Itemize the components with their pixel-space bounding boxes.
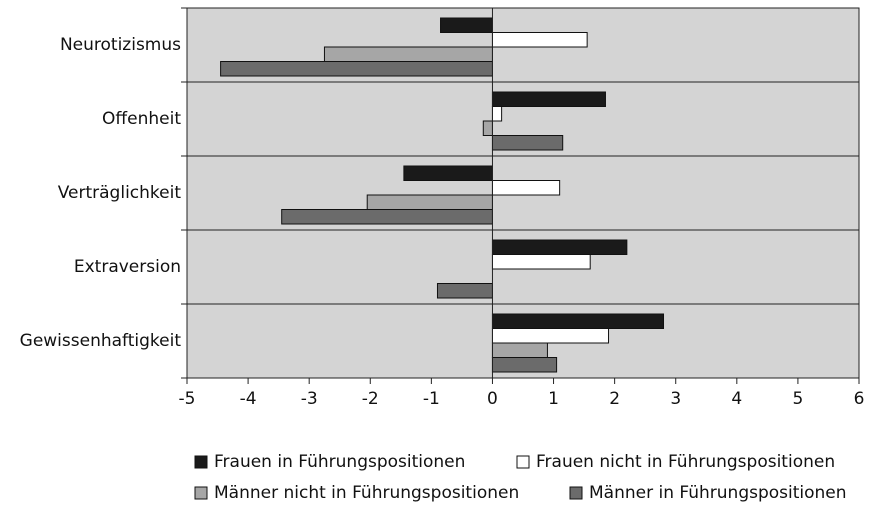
x-tick-label: 6 xyxy=(854,389,865,409)
legend-swatch xyxy=(569,486,583,500)
bar xyxy=(491,239,628,255)
legend-swatch xyxy=(516,455,530,469)
bar xyxy=(323,46,493,62)
bar xyxy=(491,254,591,270)
bar xyxy=(366,194,493,210)
bar xyxy=(491,106,503,122)
category-label: Extraversion xyxy=(74,257,181,277)
bar xyxy=(491,135,564,151)
category-label: Gewissenhaftigkeit xyxy=(20,331,182,351)
bar xyxy=(403,165,493,181)
x-tick-label: 0 xyxy=(487,389,498,409)
bar xyxy=(491,357,558,373)
legend-label: Männer in Führungspositionen xyxy=(589,483,847,503)
bar xyxy=(491,342,548,358)
x-tick-label: 4 xyxy=(731,389,742,409)
bar xyxy=(436,283,493,299)
bar xyxy=(440,17,493,33)
x-tick-label: 3 xyxy=(670,389,681,409)
bar xyxy=(482,120,493,136)
legend-label: Frauen in Führungspositionen xyxy=(214,452,465,472)
bar xyxy=(220,61,493,77)
legend-swatch xyxy=(194,486,208,500)
x-tick-label: -3 xyxy=(301,389,318,409)
bar xyxy=(491,313,665,329)
bar xyxy=(281,209,493,225)
legend-label: Frauen nicht in Führungspositionen xyxy=(536,452,835,472)
legend-swatch xyxy=(194,455,208,469)
x-tick-label: -1 xyxy=(423,389,440,409)
category-label: Offenheit xyxy=(102,109,181,129)
category-label: Verträglichkeit xyxy=(58,183,182,203)
x-tick-label: 1 xyxy=(548,389,559,409)
bar xyxy=(491,91,606,107)
category-label: Neurotizismus xyxy=(60,35,181,55)
x-tick-label: 2 xyxy=(609,389,620,409)
bar xyxy=(491,180,561,196)
legend-label: Männer nicht in Führungspositionen xyxy=(214,483,519,503)
x-tick-label: -5 xyxy=(179,389,196,409)
bar xyxy=(491,32,588,48)
x-tick-label: -2 xyxy=(362,389,379,409)
x-tick-label: -4 xyxy=(240,389,257,409)
bar xyxy=(491,328,610,344)
x-tick-label: 5 xyxy=(792,389,803,409)
